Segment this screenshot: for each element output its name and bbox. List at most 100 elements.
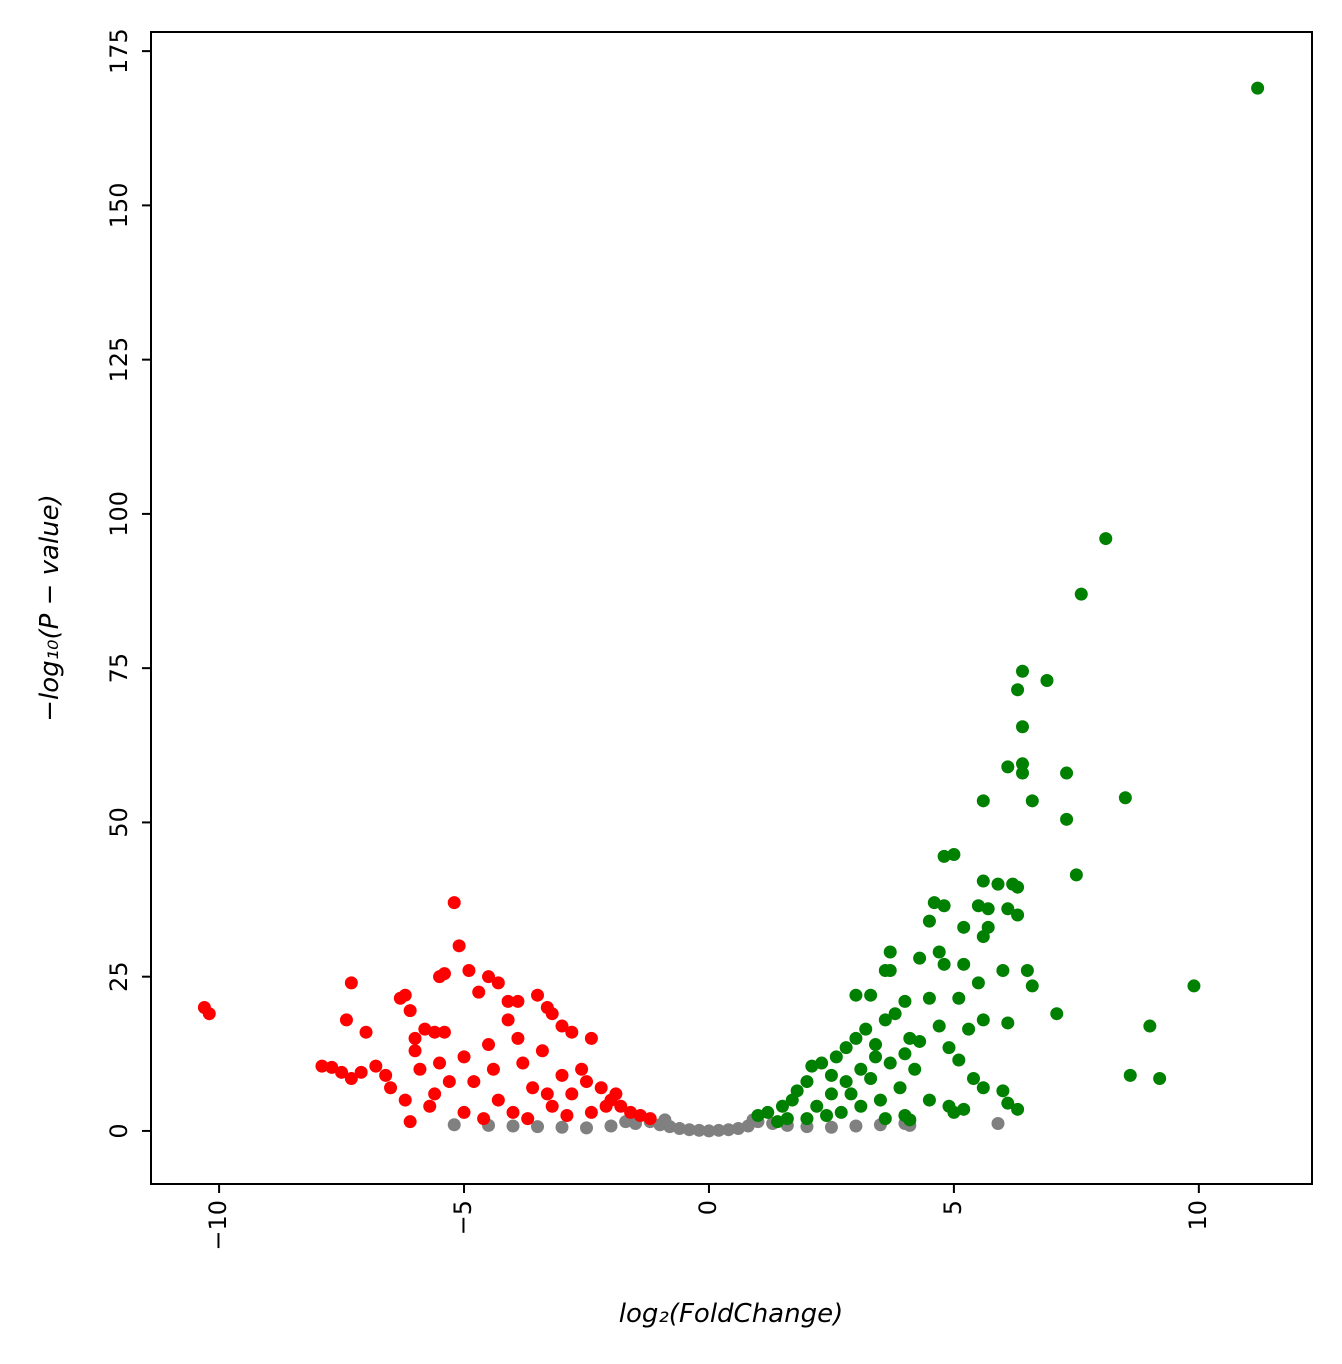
point <box>702 1124 716 1138</box>
point <box>379 1068 393 1082</box>
point <box>869 1038 883 1052</box>
point <box>976 930 990 944</box>
point <box>883 1056 897 1070</box>
point <box>555 1120 569 1134</box>
point <box>545 1007 559 1021</box>
point <box>824 1087 838 1101</box>
y-tick-label: 150 <box>105 182 133 228</box>
point <box>893 1081 907 1095</box>
point <box>633 1109 647 1123</box>
point <box>996 1084 1010 1098</box>
point <box>335 1065 349 1079</box>
point <box>942 1041 956 1055</box>
point <box>849 988 863 1002</box>
point <box>408 1044 422 1058</box>
y-tick-label: 100 <box>105 491 133 537</box>
point <box>947 1105 961 1119</box>
point <box>1123 1068 1137 1082</box>
point <box>971 976 985 990</box>
point <box>957 920 971 934</box>
point <box>428 1025 442 1039</box>
point <box>354 1065 368 1079</box>
point <box>579 1121 593 1135</box>
point <box>1025 794 1039 808</box>
point <box>609 1087 623 1101</box>
point <box>599 1099 613 1113</box>
point <box>526 1081 540 1095</box>
point <box>1001 1096 1015 1110</box>
point <box>932 945 946 959</box>
point <box>761 1105 775 1119</box>
point <box>452 939 466 953</box>
point <box>418 1022 432 1036</box>
point <box>692 1123 706 1137</box>
point <box>937 957 951 971</box>
point <box>658 1113 672 1127</box>
point <box>501 994 515 1008</box>
point <box>555 1068 569 1082</box>
point <box>937 849 951 863</box>
point <box>344 1071 358 1085</box>
point <box>1001 760 1015 774</box>
point <box>775 1099 789 1113</box>
point <box>584 1031 598 1045</box>
axes-frame <box>150 31 1313 1185</box>
point <box>883 945 897 959</box>
point <box>202 1007 216 1021</box>
point <box>898 1047 912 1061</box>
point <box>643 1112 657 1126</box>
point <box>565 1025 579 1039</box>
x-tick-label: −10 <box>204 1200 232 1251</box>
point <box>849 1119 863 1133</box>
y-tick-label: 75 <box>105 653 133 684</box>
point <box>604 1119 618 1133</box>
point <box>545 1099 559 1113</box>
point <box>810 1099 824 1113</box>
point <box>976 1013 990 1027</box>
y-axis-label: −log₁₀(P − value) <box>35 494 65 722</box>
point <box>447 1118 461 1132</box>
point <box>839 1075 853 1089</box>
point <box>369 1059 383 1073</box>
point <box>1011 1102 1025 1116</box>
point <box>398 988 412 1002</box>
point <box>922 991 936 1005</box>
point <box>521 1112 535 1126</box>
point <box>1060 812 1074 826</box>
point <box>927 896 941 910</box>
point <box>1011 908 1025 922</box>
point <box>594 1081 608 1095</box>
point <box>467 1075 481 1089</box>
point <box>575 1062 589 1076</box>
point <box>751 1109 765 1123</box>
point <box>898 994 912 1008</box>
point <box>428 1087 442 1101</box>
point <box>359 1025 373 1039</box>
point <box>477 1112 491 1126</box>
point <box>565 1087 579 1101</box>
point <box>888 1007 902 1021</box>
point <box>384 1081 398 1095</box>
x-tick-label: 5 <box>939 1200 967 1215</box>
point <box>325 1060 339 1074</box>
point <box>315 1059 329 1073</box>
point <box>560 1109 574 1123</box>
point <box>1040 674 1054 688</box>
point <box>457 1050 471 1064</box>
point <box>731 1121 745 1135</box>
y-tick-label: 0 <box>105 1123 133 1138</box>
point <box>839 1041 853 1055</box>
point <box>1187 979 1201 993</box>
point <box>771 1115 785 1129</box>
point <box>913 1034 927 1048</box>
point <box>491 976 505 990</box>
x-tick-label: −5 <box>449 1200 477 1235</box>
point <box>403 1115 417 1129</box>
point <box>511 1031 525 1045</box>
point <box>398 1093 412 1107</box>
point <box>966 1071 980 1085</box>
point <box>506 1105 520 1119</box>
point <box>506 1119 520 1133</box>
point <box>491 1093 505 1107</box>
